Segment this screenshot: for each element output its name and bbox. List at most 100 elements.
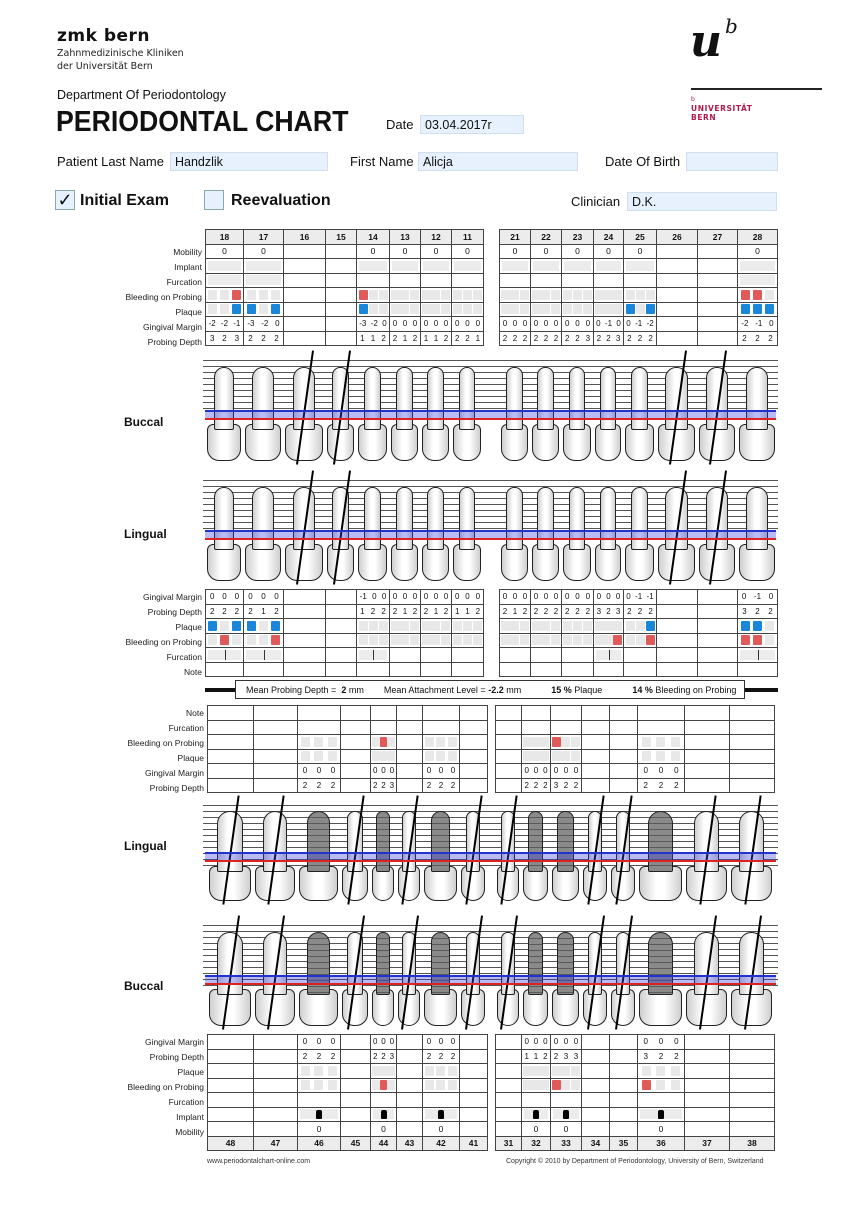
site-marker[interactable]: [358, 620, 368, 631]
site-marker[interactable]: [327, 736, 337, 747]
chart-cell[interactable]: [656, 301, 698, 317]
chart-cell[interactable]: [422, 1106, 460, 1122]
chart-cell[interactable]: [253, 1106, 298, 1122]
chart-cell[interactable]: [340, 1077, 371, 1093]
chart-cell[interactable]: [253, 705, 298, 721]
chart-cell[interactable]: [459, 1077, 488, 1093]
chart-cell[interactable]: [340, 1063, 371, 1079]
site-marker[interactable]: [387, 1080, 396, 1091]
site-marker[interactable]: [540, 736, 550, 747]
chart-cell[interactable]: [656, 603, 698, 619]
site-marker[interactable]: [462, 635, 472, 646]
site-marker[interactable]: [368, 620, 378, 631]
chart-cell[interactable]: [697, 632, 738, 648]
bleeding-marker[interactable]: [752, 289, 762, 300]
site-marker[interactable]: [519, 304, 529, 315]
chart-cell[interactable]: [297, 1077, 341, 1093]
chart-cell[interactable]: [370, 1063, 397, 1079]
chart-cell[interactable]: [499, 301, 531, 317]
chart-cell[interactable]: [581, 1092, 610, 1108]
chart-cell[interactable]: [396, 1034, 423, 1050]
site-marker[interactable]: [540, 1065, 550, 1076]
chart-cell[interactable]: 0: [623, 243, 657, 259]
site-marker[interactable]: [258, 635, 268, 646]
site-marker[interactable]: [372, 751, 380, 762]
site-marker[interactable]: [208, 635, 218, 646]
chart-cell[interactable]: [459, 1121, 488, 1137]
site-marker[interactable]: [656, 751, 666, 762]
site-marker[interactable]: [501, 289, 511, 300]
chart-cell[interactable]: [581, 719, 610, 735]
site-marker[interactable]: [531, 736, 541, 747]
chart-cell[interactable]: [459, 748, 488, 764]
chart-cell[interactable]: [684, 1063, 730, 1079]
bleeding-marker[interactable]: [231, 289, 241, 300]
site-marker[interactable]: [561, 1065, 571, 1076]
chart-cell[interactable]: [729, 1106, 775, 1122]
chart-cell[interactable]: [561, 647, 594, 663]
chart-cell[interactable]: [729, 1063, 775, 1079]
gray-field[interactable]: [392, 260, 418, 271]
plaque-marker[interactable]: [231, 620, 241, 631]
site-marker[interactable]: [625, 289, 635, 300]
chart-cell[interactable]: [396, 1048, 423, 1064]
site-marker[interactable]: [595, 635, 604, 646]
site-marker[interactable]: [510, 304, 520, 315]
chart-cell[interactable]: [495, 1106, 522, 1122]
chart-cell[interactable]: [420, 301, 452, 317]
chart-cell[interactable]: [243, 647, 284, 663]
chart-cell[interactable]: [283, 316, 326, 332]
site-marker[interactable]: [409, 620, 419, 631]
chart-cell[interactable]: [737, 272, 778, 288]
chart-cell[interactable]: [340, 1048, 371, 1064]
chart-cell[interactable]: -3 -2 0: [243, 316, 284, 332]
chart-cell[interactable]: [459, 734, 488, 750]
chart-cell[interactable]: [356, 647, 390, 663]
site-marker[interactable]: [368, 289, 378, 300]
chart-cell[interactable]: [521, 748, 551, 764]
chart-cell[interactable]: [637, 705, 685, 721]
plaque-marker[interactable]: [740, 620, 750, 631]
chart-cell[interactable]: [325, 618, 357, 634]
site-marker[interactable]: [447, 751, 457, 762]
chart-cell[interactable]: [297, 1063, 341, 1079]
chart-cell[interactable]: [581, 1077, 610, 1093]
chart-cell[interactable]: [325, 301, 357, 317]
site-marker[interactable]: [604, 289, 613, 300]
site-marker[interactable]: [400, 620, 410, 631]
chart-cell[interactable]: 0 -1 0: [737, 589, 778, 605]
chart-cell[interactable]: [243, 632, 284, 648]
chart-cell[interactable]: [283, 330, 326, 346]
site-marker[interactable]: [552, 1065, 562, 1076]
chart-cell[interactable]: [370, 705, 397, 721]
chart-cell[interactable]: [451, 258, 484, 274]
chart-cell[interactable]: [205, 647, 244, 663]
chart-cell[interactable]: [684, 719, 730, 735]
site-marker[interactable]: [387, 1065, 396, 1076]
furcation-field[interactable]: [596, 649, 621, 660]
site-marker[interactable]: [671, 751, 681, 762]
site-marker[interactable]: [510, 620, 520, 631]
chart-cell[interactable]: [340, 705, 371, 721]
site-marker[interactable]: [613, 620, 622, 631]
chart-cell[interactable]: [684, 1092, 730, 1108]
chart-cell[interactable]: [205, 258, 244, 274]
chart-cell[interactable]: [499, 272, 531, 288]
furcation-field[interactable]: [740, 649, 775, 660]
chart-cell[interactable]: [729, 1048, 775, 1064]
chart-cell[interactable]: [609, 1106, 638, 1122]
site-marker[interactable]: [604, 635, 613, 646]
chart-cell[interactable]: [561, 258, 594, 274]
chart-cell[interactable]: [451, 301, 484, 317]
chart-cell[interactable]: -3 -2 0: [356, 316, 390, 332]
chart-cell[interactable]: [422, 748, 460, 764]
chart-cell[interactable]: [459, 1063, 488, 1079]
plaque-marker[interactable]: [752, 620, 762, 631]
site-marker[interactable]: [635, 304, 645, 315]
site-marker[interactable]: [436, 1080, 446, 1091]
